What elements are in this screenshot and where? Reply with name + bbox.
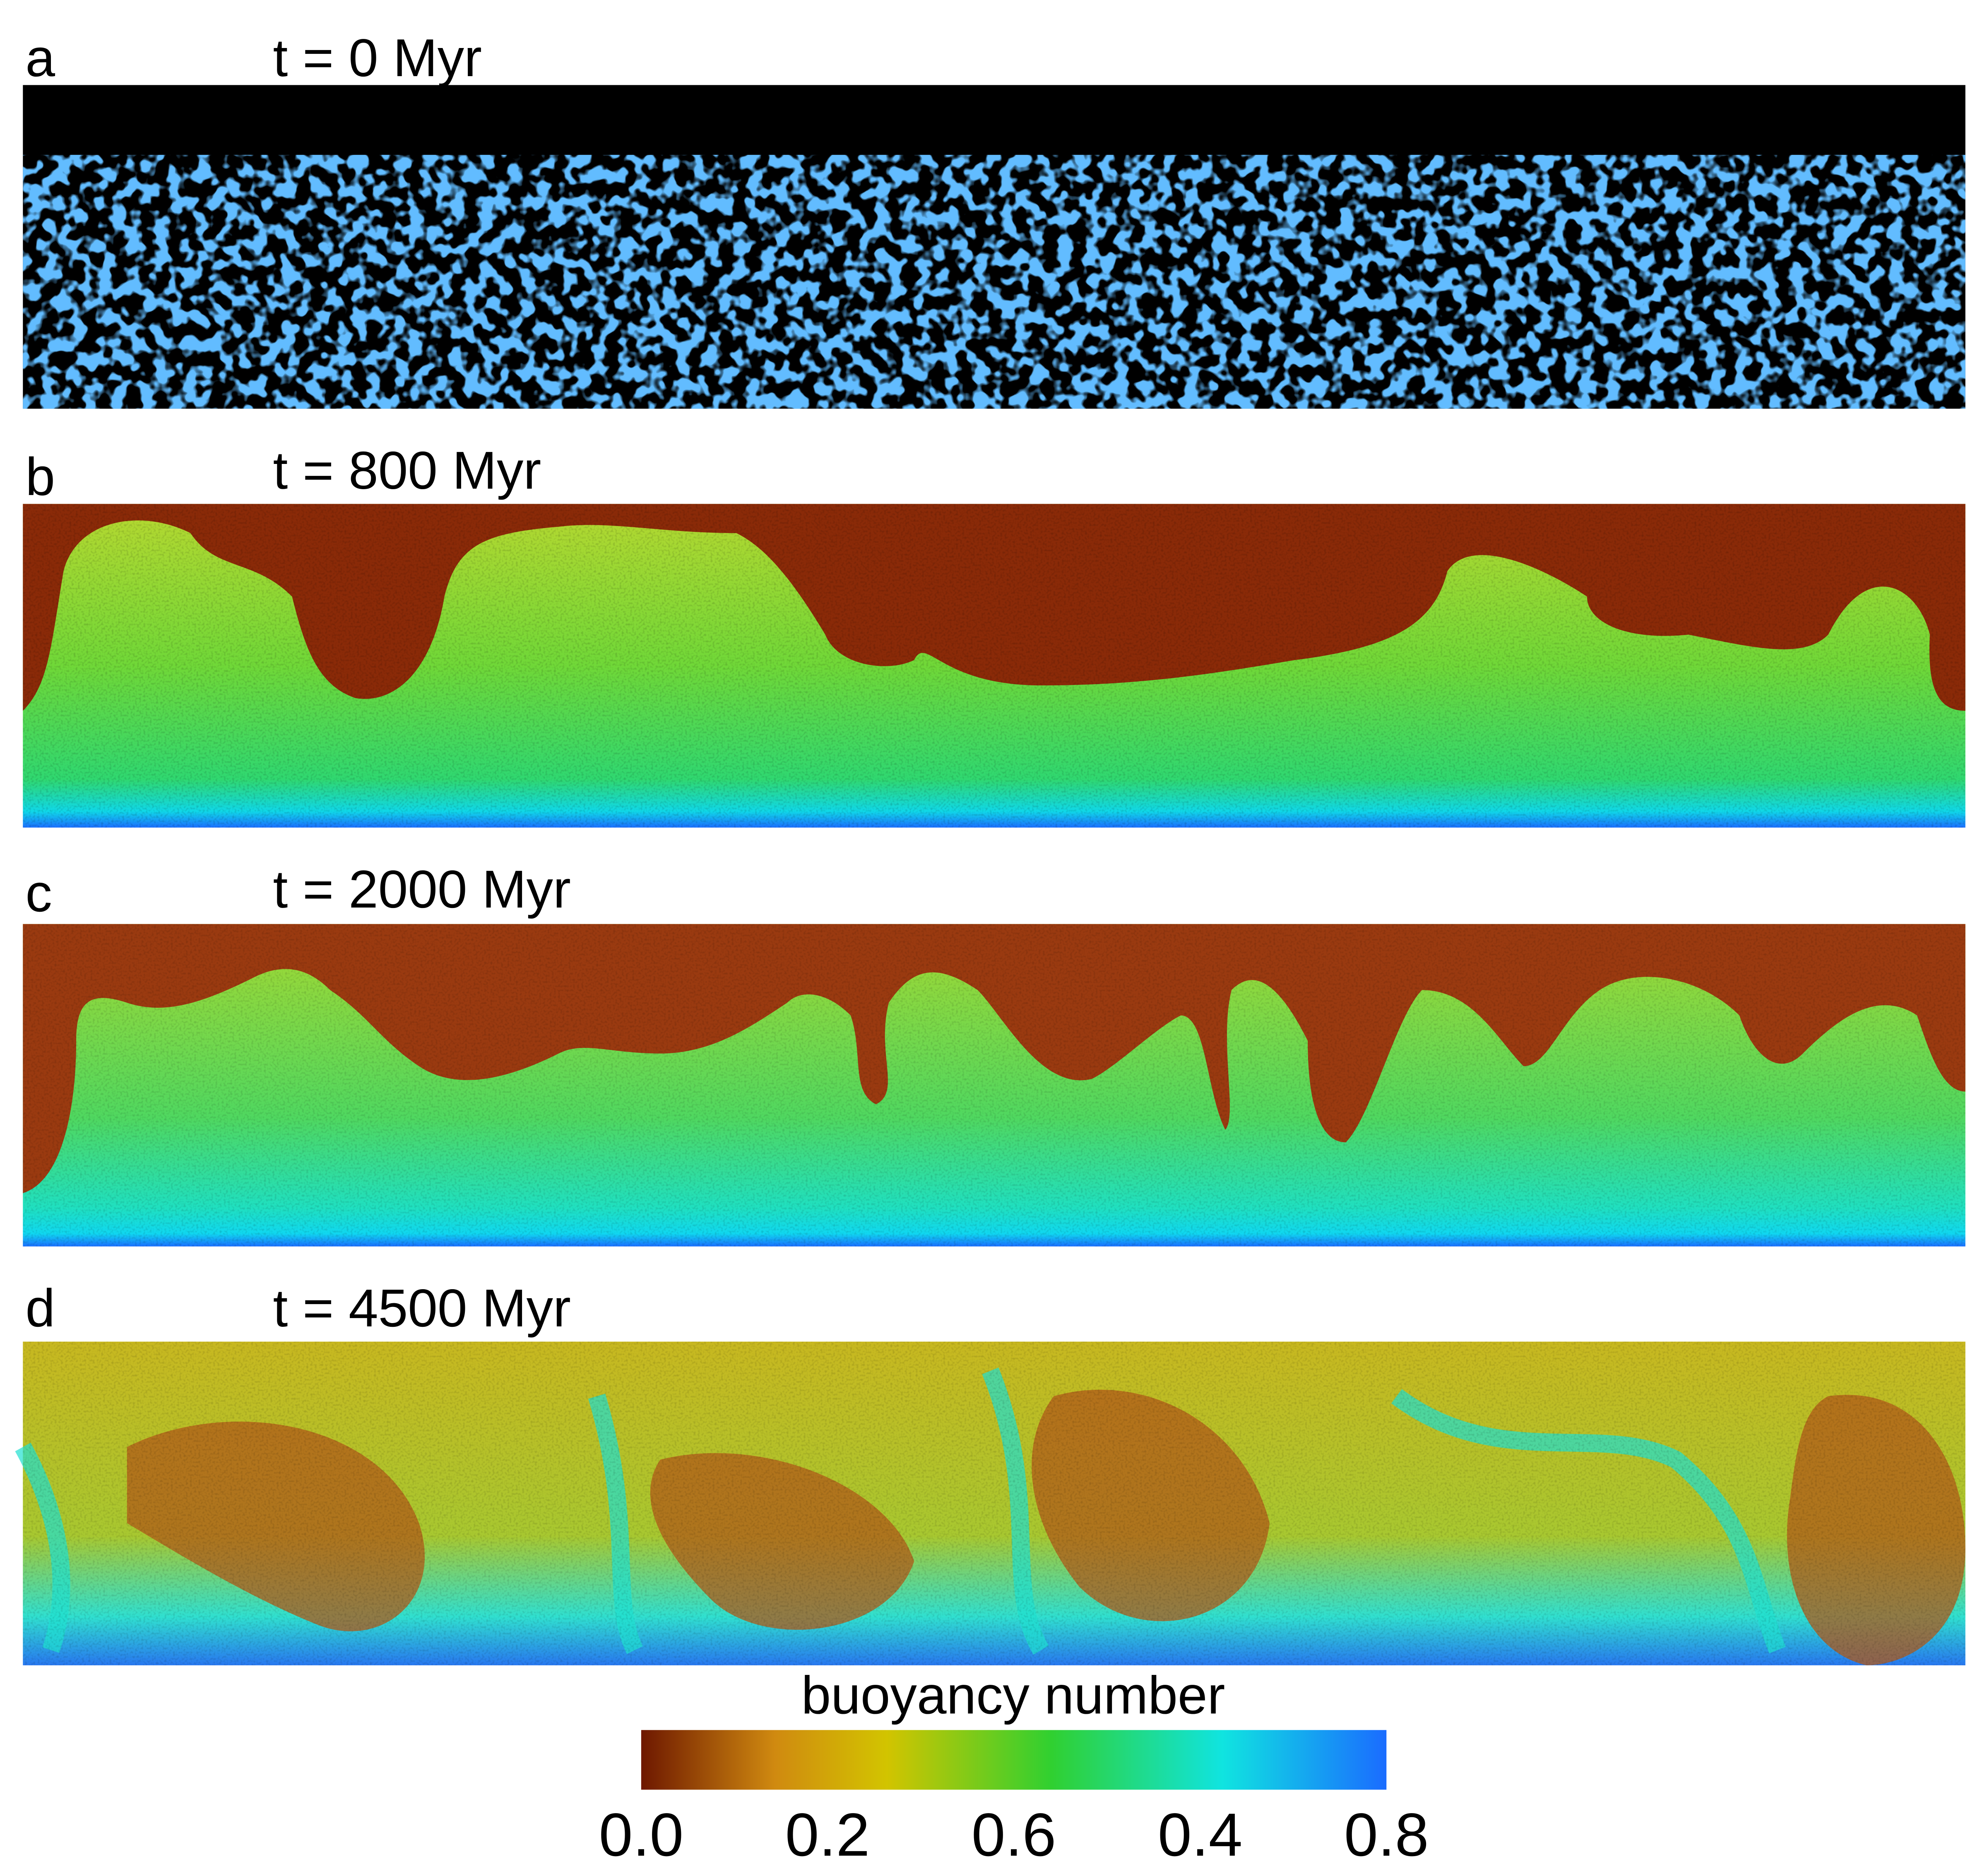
colorbar-tick-label: 0.4 [1158, 1801, 1243, 1869]
colorbar-tick-label: 0.8 [1344, 1801, 1429, 1869]
panel-c-grain [23, 924, 1965, 1247]
panel-label: b [25, 447, 55, 507]
colorbar [641, 1730, 1387, 1790]
colorbar-label: buoyancy number [801, 1665, 1225, 1725]
panel-a-blobs [23, 155, 1965, 409]
panel-label: d [25, 1278, 55, 1338]
colorbar-tick-label: 0.6 [972, 1801, 1056, 1869]
panel-label: c [25, 863, 52, 923]
panel-b-grain [23, 504, 1965, 828]
panel-d-grain [23, 1341, 1965, 1665]
colorbar-tick-label: 0.0 [599, 1801, 684, 1869]
panel-title: t = 4500 Myr [273, 1278, 570, 1338]
panel-title: t = 800 Myr [273, 441, 541, 500]
colorbar-tick-label: 0.2 [785, 1801, 870, 1869]
colorbar-ticks: 0.0 0.2 0.6 0.4 0.8 [599, 1801, 1429, 1869]
panel-title: t = 0 Myr [273, 28, 482, 88]
panel-label: a [25, 28, 55, 88]
panel-title: t = 2000 Myr [273, 860, 570, 919]
